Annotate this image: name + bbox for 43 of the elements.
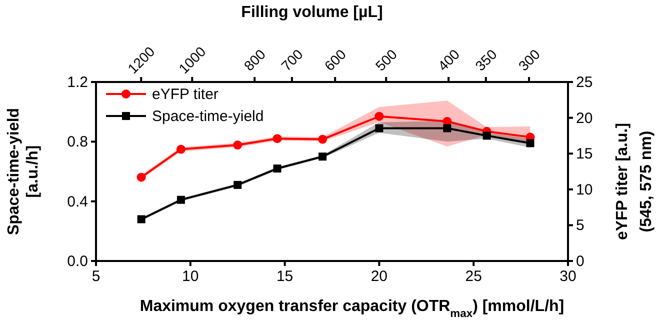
y-tick-label: 0.4 [67,193,88,210]
x-tick-label: 15 [276,268,294,285]
point [137,215,146,224]
y2-tick-label: 20 [576,110,593,127]
y2-tick-label: 15 [576,146,593,163]
x2-tick-label: 800 [240,46,269,74]
legend-label: eYFP titer [152,86,218,103]
x2-tick-label: 400 [434,46,463,74]
point [136,172,146,182]
y-tick-label: 0.8 [67,134,88,151]
y2-tick-label: 5 [576,217,584,234]
x-tick-label: 10 [182,268,199,285]
point [234,180,242,189]
point [176,196,185,204]
y2-tick-label: 10 [576,181,593,198]
x2-tick-label: 350 [472,46,500,74]
point [526,139,534,148]
x-tick-label: 30 [560,268,576,285]
point [176,144,186,154]
x-tick-label: 5 [92,268,100,285]
x-tick-label: 20 [370,268,388,285]
legend-label: Space-time-yield [152,108,264,125]
point [443,124,452,132]
x-axis-title: Maximum oxygen transfer capacity (OTR$_{max}$) [mmol/L/h] [140,298,564,320]
y-tick-label: 1.2 [67,74,88,91]
x2-axis-title: Filling volume [µL] [241,4,383,21]
y-tick-label: 0.0 [67,253,88,270]
point [273,164,282,173]
x2-tick-label: 600 [321,46,350,74]
point [272,134,282,144]
y2-tick-label: 25 [576,74,593,91]
x-tick-label: 25 [465,268,482,285]
x2-tick-label: 500 [372,46,400,74]
y2-tick-label: 0 [576,253,584,270]
point [482,132,491,140]
point [318,134,328,144]
point [233,140,242,150]
y2-axis-title: eYFP titer [a.u.] (545, 575 nm) [614,122,655,240]
x2-tick-label: 700 [278,46,306,74]
point [318,152,327,161]
point [374,112,384,121]
x2-tick-label: 300 [515,46,544,74]
y-axis-title: Space-time-yield [a.u./h] [6,108,42,236]
